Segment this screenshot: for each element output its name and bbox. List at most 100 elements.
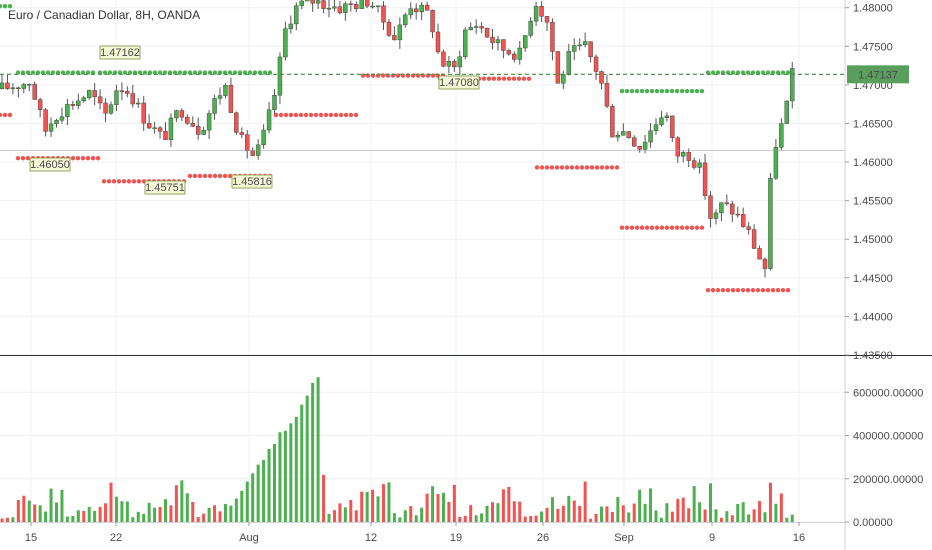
upper-pivot-dot (654, 88, 660, 94)
lower-pivot-dot (629, 225, 635, 230)
chart-title: Euro / Canadian Dollar, 8H, OANDA (8, 8, 200, 22)
volume-bar-up (251, 473, 255, 522)
candle-up (664, 115, 670, 118)
candle-down (234, 112, 239, 133)
volume-bar-down (768, 482, 772, 522)
upper-pivot-dot (232, 70, 238, 75)
lower-pivot-dot (131, 179, 137, 184)
candle-up (697, 162, 702, 168)
upper-pivot-dot (167, 70, 173, 75)
upper-pivot-dot (242, 70, 248, 75)
volume-bar-down (529, 516, 533, 522)
candle-down (32, 84, 37, 100)
volume-bar-down (5, 517, 9, 522)
candle-down (757, 248, 762, 260)
candle-up (517, 47, 522, 60)
upper-pivot-dot (65, 70, 71, 75)
volume-bar-up (567, 495, 571, 522)
candle-down (675, 137, 680, 157)
lower-pivot-dot (730, 287, 736, 293)
volume-bar-down (332, 510, 336, 522)
volume-bar-up (273, 444, 276, 522)
candle-up (768, 178, 773, 269)
volume-bar-down (458, 516, 462, 522)
volume-bar-down (676, 498, 680, 522)
volume-bar-down (354, 510, 358, 522)
volume-bar-down (82, 510, 86, 522)
upper-pivot-dot (25, 70, 31, 75)
volume-bar-up (93, 510, 97, 522)
lower-pivot-dot (353, 112, 359, 118)
volume-bar-up (300, 404, 304, 522)
upper-pivot-dot (705, 70, 711, 75)
candle-down (479, 26, 484, 29)
price-tick-label: 1.46000 (853, 157, 893, 169)
candle-up (27, 84, 32, 86)
volume-bar-down (371, 489, 375, 522)
volume-bar-up (403, 510, 407, 522)
volume-bar-down (779, 493, 783, 522)
volume-bar-down (169, 505, 173, 522)
current-price-label: 1.47137 (858, 69, 898, 81)
volume-bar-up (785, 517, 789, 522)
candle-up (523, 35, 528, 49)
upper-pivot-dot (619, 88, 625, 94)
volume-bar-up (540, 511, 544, 522)
lower-pivot-dot (654, 225, 660, 230)
upper-pivot-dot (212, 70, 218, 75)
lower-pivot-dot (136, 179, 142, 184)
upper-pivot-dot (147, 70, 153, 75)
volume-bar-down (703, 509, 707, 522)
volume-bar-up (147, 502, 151, 522)
lower-pivot-dot (549, 165, 555, 170)
lower-pivot-dot (770, 287, 776, 293)
upper-pivot-dot (207, 70, 213, 75)
candle-up (375, 5, 381, 7)
volume-bar-up (283, 430, 287, 522)
volume-bar-up (747, 514, 751, 522)
candle-down (414, 8, 419, 13)
candle-down (119, 90, 125, 92)
upper-pivot-dot (227, 70, 233, 75)
volume-bar-down (202, 513, 206, 522)
candle-up (419, 4, 424, 13)
candle-up (283, 28, 288, 58)
lower-pivot-dot (298, 112, 304, 118)
volume-bar-down (556, 508, 560, 522)
lower-pivot-dot (308, 112, 314, 118)
volume-bar-down (545, 507, 549, 522)
upper-pivot-dot (710, 70, 716, 75)
level-label-box (231, 174, 273, 189)
volume-bar-up (627, 512, 631, 522)
lower-pivot-dot (278, 112, 284, 118)
lower-pivot-dot (288, 112, 294, 118)
volume-bar-down (687, 508, 691, 522)
candle-down (506, 50, 512, 55)
candle-up (533, 6, 539, 22)
candle-down (5, 82, 10, 89)
candle-up (773, 147, 779, 179)
volume-bar-down (507, 486, 511, 522)
volume-bar-down (425, 493, 429, 522)
volume-bar-down (589, 518, 593, 522)
lower-pivot-dot (293, 112, 299, 118)
lower-pivot-dot (579, 165, 585, 170)
upper-pivot-dot (50, 70, 56, 75)
lower-pivot-dot (639, 225, 645, 230)
candle-up (642, 141, 648, 150)
lower-pivot-dot (212, 173, 218, 179)
volume-bar-up (65, 516, 69, 522)
volume-bar-up (616, 497, 620, 522)
lower-pivot-dot (197, 173, 203, 179)
lower-pivot-dot (303, 112, 309, 118)
volume-bar-up (774, 503, 778, 522)
upper-pivot-dot (35, 70, 41, 75)
upper-pivot-dot (750, 70, 756, 75)
level-label-text: 1.45816 (232, 176, 272, 188)
lower-pivot-dot (121, 179, 127, 184)
candle-up (212, 98, 217, 114)
lower-pivot-dot (283, 112, 289, 118)
candle-down (70, 104, 76, 106)
volume-bar-up (480, 513, 484, 522)
